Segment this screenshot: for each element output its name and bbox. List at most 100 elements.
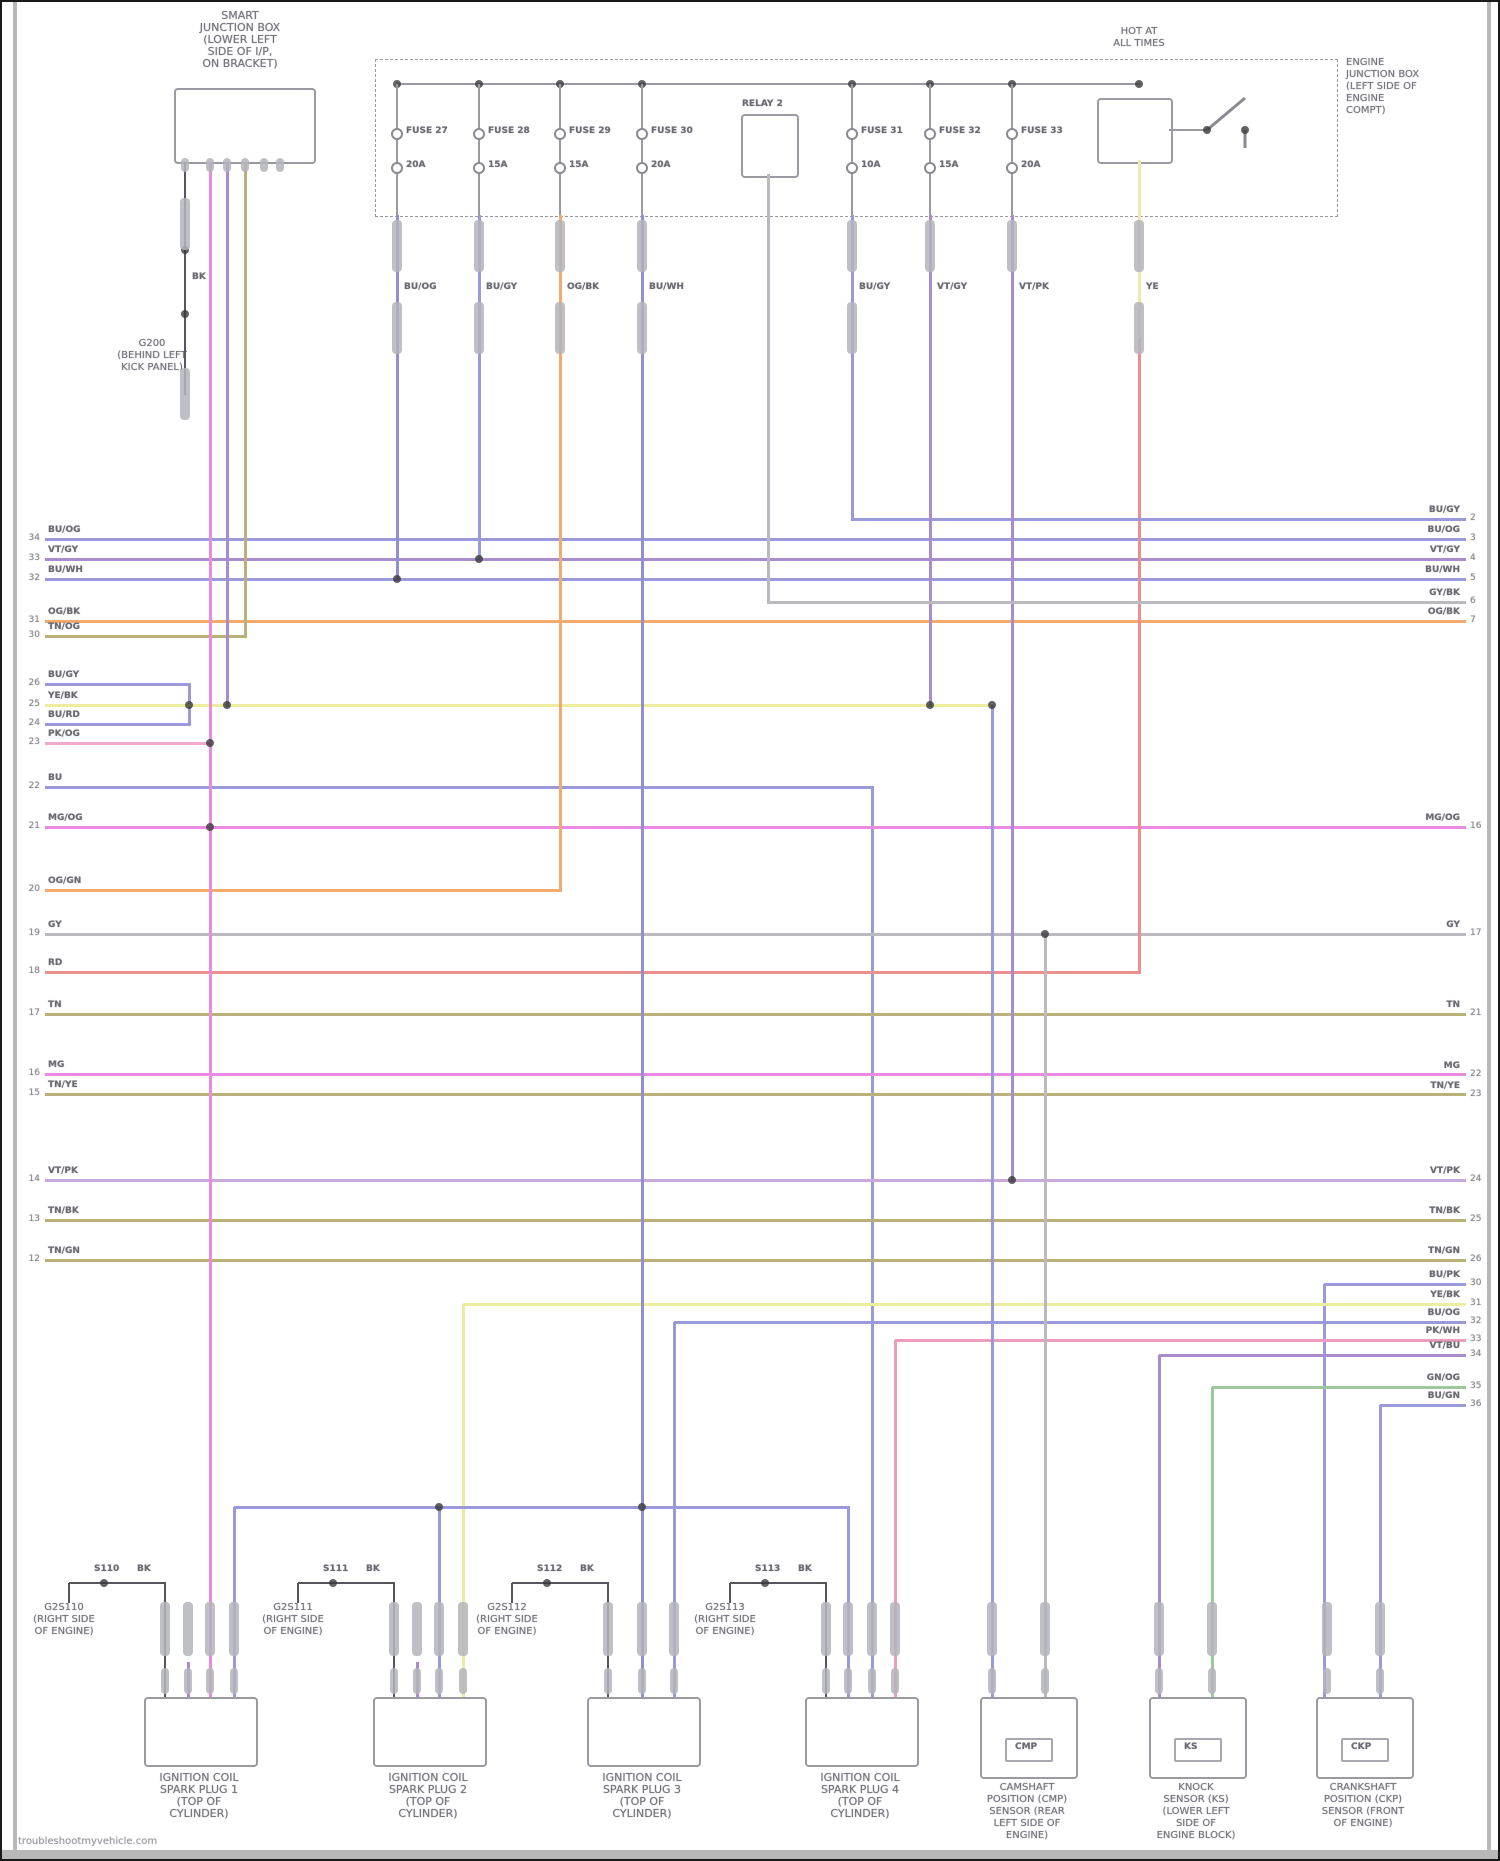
- right-wire-code-15: YE/BK: [1430, 1290, 1460, 1300]
- left-pin-number-3: 31: [28, 615, 40, 625]
- junction-dot-26: [1203, 126, 1211, 134]
- left-wire-code-1: VT/GY: [48, 545, 79, 555]
- coil4-pin3-connector: [890, 1602, 900, 1656]
- connector-3: [637, 220, 647, 272]
- coil1-ground-code: BK: [137, 1564, 151, 1574]
- wire-vt-1178-seg0: [45, 1178, 1466, 1182]
- sensor2-pin0-connector: [1322, 1602, 1332, 1656]
- coil2-pin2-connector: [434, 1602, 444, 1656]
- wire-bu-1320-seg1: [672, 1322, 676, 1699]
- left-wire-code-17: VT/PK: [48, 1166, 78, 1176]
- fuse-amps-3: 20A: [651, 160, 671, 170]
- connector-11: [637, 302, 647, 354]
- wire-vt-1353-seg1: [1157, 1355, 1161, 1699]
- right-wire-code-4: GY/BK: [1429, 588, 1460, 598]
- sensor-0-inner: [1005, 1738, 1053, 1762]
- drop-code-1: BU/GY: [486, 282, 518, 292]
- drop-fuse7-seg0: [1010, 215, 1014, 1182]
- sensor-0-label: CAMSHAFT POSITION (CMP) SENSOR (REAR LEF…: [986, 1782, 1068, 1841]
- wire-gn-1385-seg0: [1212, 1385, 1466, 1389]
- right-wire-code-3: BU/WH: [1425, 565, 1460, 575]
- coil1-pin0-connector: [160, 1602, 170, 1656]
- coil4-pin2-connector: [867, 1602, 877, 1656]
- coil1-pin2-pin-nub: [206, 1668, 214, 1694]
- left-pin-number-11: 20: [28, 884, 40, 894]
- left-pin-number-17: 14: [28, 1174, 40, 1184]
- fuse-lead-0: [396, 84, 398, 215]
- right-pin-number-15: 31: [1470, 1298, 1482, 1308]
- right-pin-number-18: 34: [1470, 1349, 1482, 1359]
- sensor-1-inner-label: KS: [1184, 1742, 1198, 1752]
- wire-bu-1282-seg1: [1322, 1284, 1326, 1699]
- gnd-coil2-seg1: [298, 1582, 395, 1584]
- sensor-1-label: KNOCK SENSOR (KS) (LOWER LEFT SIDE OF EN…: [1156, 1782, 1236, 1841]
- wire-bu-1403-seg0: [1380, 1403, 1466, 1407]
- coil1-pin2-connector: [205, 1602, 215, 1656]
- drop-code-4: BU/GY: [859, 282, 891, 292]
- left-pin-number-19: 12: [28, 1254, 40, 1264]
- drop-fuse5-seg1: [852, 517, 1466, 521]
- left-wire-code-3: OG/BK: [48, 607, 81, 617]
- coil4-pin0-connector: [821, 1602, 831, 1656]
- junction-dot-18: [1041, 930, 1049, 938]
- junction-box-pin-2: [223, 158, 231, 172]
- ground-wire-code: BK: [192, 272, 206, 282]
- fuse-bot-2: [554, 162, 566, 174]
- wire-og-619-seg0: [45, 619, 1466, 623]
- wire-ye-703-seg0: [45, 703, 994, 707]
- right-wire-code-7: GY: [1446, 920, 1460, 930]
- engine-junction-box-label: ENGINE JUNCTION BOX (LEFT SIDE OF ENGINE COM…: [1346, 57, 1420, 116]
- fuse-amps-2: 15A: [569, 160, 589, 170]
- wire-vt-557-seg0: [45, 557, 1466, 561]
- connector-4: [847, 220, 857, 272]
- right-wire-code-10: TN/YE: [1430, 1081, 1460, 1091]
- left-wire-code-7: BU/RD: [48, 710, 80, 720]
- connector-0: [392, 220, 402, 272]
- left-wire-code-19: TN/GN: [48, 1246, 80, 1256]
- gnd-coil1-seg0: [68, 1583, 70, 1603]
- fuse-name-4: FUSE 31: [861, 126, 903, 136]
- sensor2-pin1-connector: [1375, 1602, 1385, 1656]
- coil2-pin1-pin-nub: [413, 1668, 421, 1694]
- fuse-name-0: FUSE 27: [406, 126, 448, 136]
- sensor0-pin0-pin-nub: [988, 1668, 996, 1694]
- fuse-lead-6: [1011, 84, 1013, 215]
- right-pin-number-19: 35: [1470, 1381, 1482, 1391]
- wire-bu-1320-seg0: [674, 1320, 1466, 1324]
- right-wire-code-13: TN/GN: [1428, 1246, 1460, 1256]
- drop-relay2-seg1: [768, 600, 1466, 604]
- right-wire-code-12: TN/BK: [1429, 1206, 1460, 1216]
- drop-code-3: BU/WH: [649, 282, 684, 292]
- coil3-pin2-connector: [669, 1602, 679, 1656]
- coil4-splice-label: S113: [755, 1564, 781, 1574]
- connector-2: [555, 220, 565, 272]
- right-margin-strip: [1487, 2, 1491, 1859]
- right-pin-number-5: 7: [1470, 615, 1476, 625]
- junction-dot-13: [223, 701, 231, 709]
- right-wire-code-6: MG/OG: [1425, 813, 1460, 823]
- wire-rd-970-seg0: [45, 970, 1141, 974]
- left-pin-number-9: 22: [28, 781, 40, 791]
- sensor1-pin1-connector: [1207, 1602, 1217, 1656]
- left-pin-number-1: 33: [28, 553, 40, 563]
- left-pin-number-13: 18: [28, 966, 40, 976]
- left-pin-number-0: 34: [28, 533, 40, 543]
- left-pin-number-7: 24: [28, 718, 40, 728]
- wire-bu-537-seg0: [45, 537, 1466, 541]
- left-wire-code-9: BU: [48, 773, 63, 783]
- fuse-bot-0: [391, 162, 403, 174]
- sensor-2-label: CRANKSHAFT POSITION (CKP) SENSOR (FRONT …: [1321, 1782, 1405, 1829]
- right-pin-number-9: 22: [1470, 1069, 1482, 1079]
- bus-top-seg0: [397, 83, 1140, 85]
- fuse-bot-4: [846, 162, 858, 174]
- right-pin-number-11: 24: [1470, 1174, 1482, 1184]
- connector-12: [847, 302, 857, 354]
- right-pin-number-20: 36: [1470, 1399, 1482, 1409]
- fuse-amps-5: 15A: [939, 160, 959, 170]
- junction-dot-20: [435, 1503, 443, 1511]
- fuse-top-2: [554, 128, 566, 140]
- fuse-name-1: FUSE 28: [488, 126, 530, 136]
- ground-side-label: G200 (BEHIND LEFT KICK PANEL): [117, 338, 187, 373]
- drop-code-0: BU/OG: [404, 282, 437, 292]
